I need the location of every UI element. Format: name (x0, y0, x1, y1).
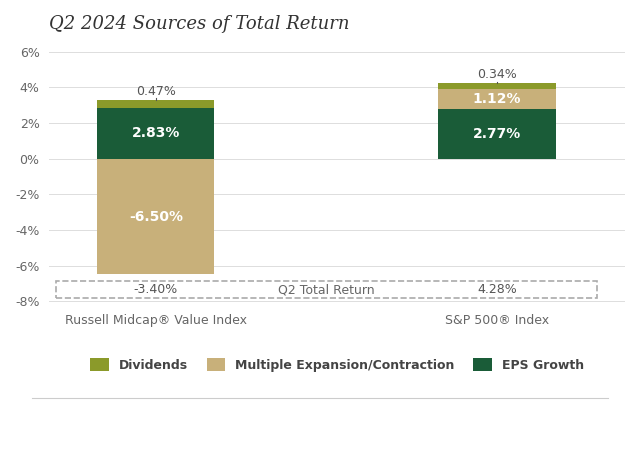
Text: 1.12%: 1.12% (473, 93, 522, 106)
Bar (438, 83, 556, 89)
Bar (97, 158, 214, 274)
Bar (97, 108, 214, 158)
Bar (438, 109, 556, 158)
Text: 4.28%: 4.28% (477, 283, 517, 296)
Text: 2.77%: 2.77% (473, 127, 521, 141)
Text: -6.50%: -6.50% (129, 210, 183, 224)
Text: 0.47%: 0.47% (136, 85, 176, 98)
Text: 0.34%: 0.34% (477, 68, 517, 81)
Text: 2.83%: 2.83% (132, 126, 180, 141)
Text: Q2 Total Return: Q2 Total Return (278, 283, 375, 296)
Text: -3.40%: -3.40% (134, 283, 178, 296)
Text: Q2 2024 Sources of Total Return: Q2 2024 Sources of Total Return (49, 15, 349, 33)
Bar (438, 89, 556, 109)
Legend: Dividends, Multiple Expansion/Contraction, EPS Growth: Dividends, Multiple Expansion/Contractio… (90, 358, 584, 372)
Bar (97, 100, 214, 108)
